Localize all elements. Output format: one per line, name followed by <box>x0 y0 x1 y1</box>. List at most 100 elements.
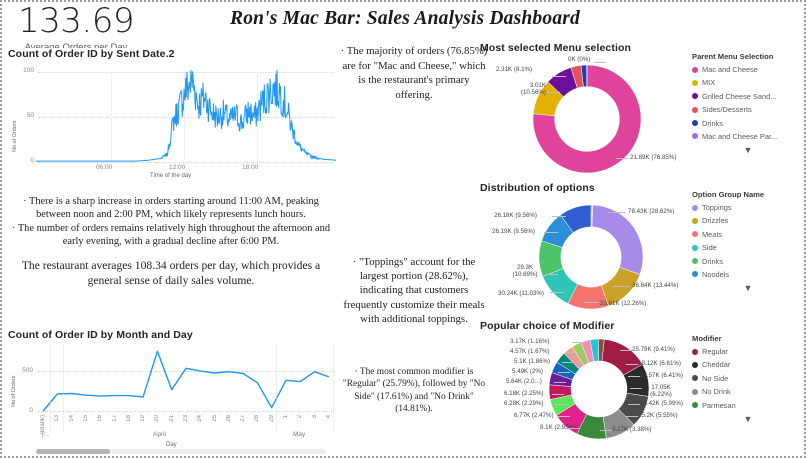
legend-item[interactable]: Grilled Cheese Sand... <box>692 92 804 101</box>
legend-item[interactable]: No Side <box>692 374 804 383</box>
leader-line <box>620 350 632 351</box>
legend-item[interactable]: MIX <box>692 78 804 87</box>
chart-count-by-sent-date[interactable]: Count of Order ID by Sent Date.2 No of O… <box>8 48 338 188</box>
page-title: Ron's Mac Bar: Sales Analysis Dashboard <box>229 8 581 29</box>
data-label-modifier: 5.64K (2.0...) <box>506 378 542 385</box>
legend-item-label: Meats <box>702 229 723 239</box>
leader-line <box>626 416 638 417</box>
x-tick-month-day: 16 <box>97 415 104 422</box>
kpi-average-orders-per-day: 133.69 Average Orders per Day <box>2 2 150 53</box>
insight-modifier: · The most common modifier is "Regular" … <box>342 367 486 415</box>
legend-item[interactable]: Side <box>692 243 804 252</box>
gridline <box>50 345 51 431</box>
x-tick-month-day: 19 <box>140 415 147 422</box>
legend-item-label: Drinks <box>702 118 723 128</box>
donut-slice[interactable] <box>591 204 644 275</box>
legend-color-swatch-icon <box>692 93 698 100</box>
leader-line <box>616 158 628 159</box>
leader-line <box>628 376 640 377</box>
legend-color-swatch-icon <box>692 388 698 395</box>
leader-line <box>626 364 638 365</box>
legend-item-label: Drizzles <box>702 216 729 226</box>
data-label-drizzles: 36.84K (13.44%) <box>632 282 679 289</box>
gridline <box>63 345 64 431</box>
legend-item[interactable]: Mac and Cheese Par... <box>692 132 804 141</box>
data-label-meats: 33.61K (12.26%) <box>600 300 647 307</box>
legend-item[interactable]: Drinks <box>692 119 804 128</box>
legend-color-swatch-icon <box>692 79 698 86</box>
chart-title-popular-modifier: Popular choice of Modifier <box>480 320 615 332</box>
x-tick-month-day: 3 <box>311 415 318 419</box>
legend-item[interactable]: Parmesan <box>692 401 804 410</box>
legend-item[interactable]: Noodels <box>692 270 804 279</box>
legend-item[interactable]: Drinks <box>692 257 804 266</box>
y-axis-label-month-day: No of Orders <box>11 375 17 407</box>
x-tick-sent-date-1: 12:00 <box>169 164 186 171</box>
x-tick-month-day: 28 <box>254 415 261 422</box>
legend-item[interactable]: Mac and Cheese <box>692 65 804 74</box>
data-label-modifier: 15.2K (5.55%) <box>638 412 678 419</box>
line-month-day <box>42 350 330 412</box>
donut-slice[interactable] <box>598 338 605 362</box>
donut-modifier-graphic[interactable] <box>548 338 650 440</box>
x-tick-month-day: 26 <box>225 415 232 422</box>
data-label-modifier: 8.1K (2.95%) <box>540 424 577 431</box>
legend-expand-chevron-down-icon[interactable]: ▼ <box>743 145 753 156</box>
x-tick-month-day: 1 <box>283 415 289 419</box>
horizontal-scrollbar-track[interactable] <box>36 449 326 454</box>
legend-item[interactable]: Toppings <box>692 203 804 212</box>
legend-item[interactable]: No Drink <box>692 387 804 396</box>
gridline <box>38 411 334 412</box>
group-label-april: April <box>153 431 167 438</box>
data-label-noodels: 26.19K (9.56%) <box>492 228 535 235</box>
legend-expand-chevron-down-icon[interactable]: ▼ <box>743 283 753 294</box>
y-axis-label-sent-date: No of Orders <box>12 120 18 152</box>
chart-count-by-month-and-day[interactable]: Count of Order ID by Month and Day No of… <box>8 329 338 455</box>
leader-line <box>630 388 642 389</box>
leader-line <box>550 292 564 293</box>
insight-left-bullets: · There is a sharp increase in orders st… <box>11 196 331 248</box>
x-tick-sent-date-0: 06:00 <box>96 164 113 171</box>
data-label-drinks: 29.3K (10.69%) <box>512 264 538 278</box>
donut-slice[interactable] <box>591 204 594 228</box>
leader-line <box>584 302 598 303</box>
chart-distribution-of-options[interactable]: Distribution of options 78.43K (28.62%) … <box>480 182 806 320</box>
leader-line <box>552 76 566 77</box>
legend-parent-menu-selection: Parent Menu Selection Mac and Cheese MIX G… <box>692 52 804 155</box>
leader-line <box>562 362 574 363</box>
legend-color-swatch-icon <box>692 375 698 382</box>
legend-expand-chevron-down-icon[interactable]: ▼ <box>743 413 753 424</box>
gridline <box>333 345 334 431</box>
x-tick-sent-date-2: 18:00 <box>242 164 259 171</box>
data-label-other: 26.18K (9.56%) <box>494 212 537 219</box>
donut-menu-graphic[interactable] <box>532 64 642 174</box>
x-axis-label-sent-date: Time of the day <box>150 173 192 179</box>
legend-color-swatch-icon <box>692 244 698 251</box>
legend-item[interactable]: Drizzles <box>692 216 804 225</box>
donut-slice[interactable] <box>532 64 642 174</box>
legend-item[interactable]: Cheddar <box>692 360 804 369</box>
data-label-modifier: 25.79K (9.41%) <box>632 346 675 353</box>
horizontal-scrollbar-thumb[interactable] <box>36 449 110 454</box>
legend-item[interactable]: Regular <box>692 347 804 356</box>
leader-line <box>544 232 558 233</box>
insight-toppings: · "Toppings" account for the largest por… <box>343 256 485 325</box>
y-tick-sent-date-0: 0 <box>30 157 34 164</box>
leader-line <box>554 382 566 383</box>
x-tick-month-day: 21 <box>168 415 175 422</box>
donut-options-graphic[interactable] <box>538 204 644 310</box>
chart-popular-choice-of-modifier[interactable]: Popular choice of Modifier 25.79K (9.41%… <box>480 320 806 458</box>
legend-item[interactable]: Sides/Desserts <box>692 105 804 114</box>
legend-color-swatch-icon <box>692 204 698 211</box>
legend-item-label: Drinks <box>702 256 723 266</box>
chart-most-selected-menu-selection[interactable]: Most selected Menu selection 21.89K (76.… <box>480 42 806 182</box>
legend-item[interactable]: Meats <box>692 230 804 239</box>
leader-line <box>594 62 606 63</box>
chart-title-month-day: Count of Order ID by Month and Day <box>8 329 193 341</box>
leader-line <box>558 372 570 373</box>
leader-line <box>546 92 560 93</box>
leader-line <box>600 430 612 431</box>
sparkline-sent-date <box>36 69 336 162</box>
legend-item-label: Sides/Desserts <box>702 105 752 115</box>
group-label-blank: [... <box>42 431 50 438</box>
